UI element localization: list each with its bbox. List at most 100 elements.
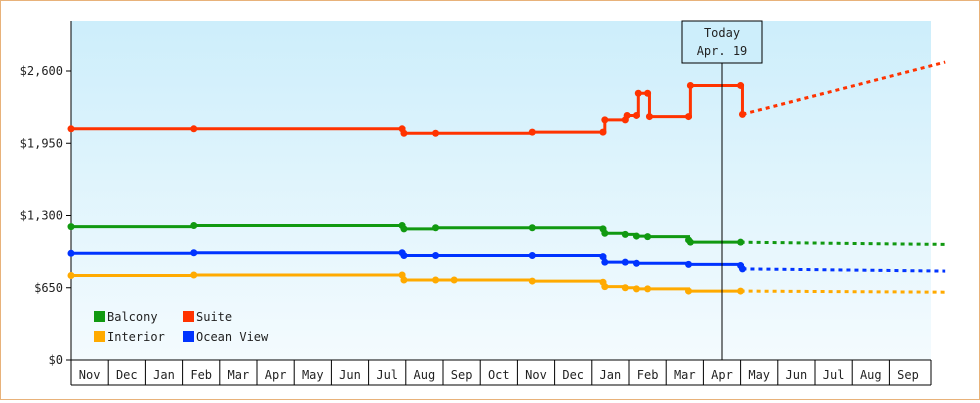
x-tick-label: Feb	[190, 368, 212, 382]
series-balcony	[67, 222, 946, 246]
x-tick-label: Jul	[376, 368, 398, 382]
today-marker: Today Apr. 19	[681, 20, 763, 360]
plot-area	[71, 21, 931, 360]
legend-label: Suite	[196, 310, 232, 324]
data-point[interactable]	[632, 111, 640, 119]
y-tick-label: $1,300	[20, 209, 63, 223]
data-point[interactable]	[737, 81, 745, 89]
legend-item-suite[interactable]: Suite	[183, 310, 232, 324]
x-tick-label: Mar	[228, 368, 250, 382]
legend-swatch	[94, 331, 105, 342]
legend-item-balcony[interactable]: Balcony	[94, 310, 158, 324]
data-point[interactable]	[601, 116, 609, 124]
x-tick-label: Dec	[562, 368, 584, 382]
legend-label: Ocean View	[196, 330, 269, 344]
x-tick-label: Feb	[637, 368, 659, 382]
x-tick-label: Nov	[525, 368, 547, 382]
data-point[interactable]	[432, 252, 440, 260]
data-point[interactable]	[190, 222, 198, 230]
data-point[interactable]	[645, 113, 653, 121]
data-point[interactable]	[685, 260, 693, 268]
data-point[interactable]	[601, 229, 609, 237]
data-point[interactable]	[67, 272, 75, 280]
data-point[interactable]	[400, 252, 408, 260]
forecast-line	[742, 267, 946, 273]
data-point[interactable]	[632, 232, 640, 240]
today-label: Today	[704, 26, 740, 40]
y-tick-label: $1,950	[20, 136, 63, 150]
x-tick-label: Jan	[600, 368, 622, 382]
legend-swatch	[183, 331, 194, 342]
data-point[interactable]	[644, 285, 652, 293]
today-label-box	[681, 20, 763, 64]
x-axis: Nov Dec Jan Feb Mar Apr May Jun Jul Aug Sep Oct Nov D…	[70, 359, 932, 386]
data-point[interactable]	[400, 129, 408, 137]
y-axis: $0 $650 $1,300 $1,950 $2,600	[20, 21, 72, 367]
forecast-line	[740, 289, 946, 294]
data-point[interactable]	[432, 224, 440, 232]
data-point[interactable]	[67, 125, 75, 133]
data-point[interactable]	[400, 276, 408, 284]
data-point[interactable]	[528, 224, 536, 232]
data-point[interactable]	[528, 128, 536, 136]
x-tick-label: Jul	[823, 368, 845, 382]
data-point[interactable]	[644, 233, 652, 241]
data-point[interactable]	[190, 271, 198, 279]
data-point[interactable]	[634, 89, 642, 97]
data-point[interactable]	[190, 125, 198, 133]
x-tick-label: Aug	[860, 368, 882, 382]
legend-swatch	[183, 311, 194, 322]
data-point[interactable]	[432, 129, 440, 137]
data-point[interactable]	[432, 276, 440, 284]
data-point[interactable]	[601, 283, 609, 291]
data-point[interactable]	[400, 225, 408, 233]
data-point[interactable]	[644, 89, 652, 97]
data-point[interactable]	[686, 238, 694, 246]
y-tick-label: $650	[34, 281, 63, 295]
x-tick-label: Jun	[339, 368, 361, 382]
x-tick-label: Aug	[414, 368, 436, 382]
data-point[interactable]	[621, 284, 629, 292]
x-tick-label: Sep	[451, 368, 473, 382]
x-tick-label: Apr	[711, 368, 733, 382]
forecast-line	[740, 240, 946, 246]
series-suite	[67, 60, 946, 137]
data-point[interactable]	[621, 258, 629, 266]
data-point[interactable]	[528, 252, 536, 260]
y-tick-label: $2,600	[20, 64, 63, 78]
data-point[interactable]	[190, 249, 198, 257]
data-point[interactable]	[450, 276, 458, 284]
x-tick-label: Sep	[897, 368, 919, 382]
legend-item-ocean-view[interactable]: Ocean View	[183, 330, 269, 344]
data-point[interactable]	[67, 249, 75, 257]
legend-swatch	[94, 311, 105, 322]
data-point[interactable]	[601, 258, 609, 266]
data-point[interactable]	[67, 223, 75, 231]
today-date: Apr. 19	[697, 44, 748, 58]
y-tick-label: $0	[49, 353, 63, 367]
data-point[interactable]	[632, 259, 640, 267]
data-point[interactable]	[685, 113, 693, 121]
legend: Balcony Suite Interior Ocean View	[94, 310, 269, 344]
legend-label: Balcony	[107, 310, 158, 324]
legend-label: Interior	[107, 330, 165, 344]
data-point[interactable]	[632, 285, 640, 293]
series-interior	[67, 271, 946, 295]
legend-item-interior[interactable]: Interior	[94, 330, 165, 344]
data-point[interactable]	[685, 287, 693, 295]
data-point[interactable]	[599, 128, 607, 136]
x-tick-label: Jun	[786, 368, 808, 382]
data-point[interactable]	[621, 230, 629, 238]
x-tick-label: Oct	[488, 368, 510, 382]
data-point[interactable]	[686, 81, 694, 89]
data-point[interactable]	[528, 277, 536, 285]
data-point[interactable]	[599, 253, 607, 261]
series-ocean-view	[67, 249, 946, 273]
x-tick-label: Jan	[153, 368, 175, 382]
x-tick-label: May	[748, 368, 770, 382]
x-tick-label: Mar	[674, 368, 696, 382]
data-point[interactable]	[623, 111, 631, 119]
x-tick-label: Apr	[265, 368, 287, 382]
